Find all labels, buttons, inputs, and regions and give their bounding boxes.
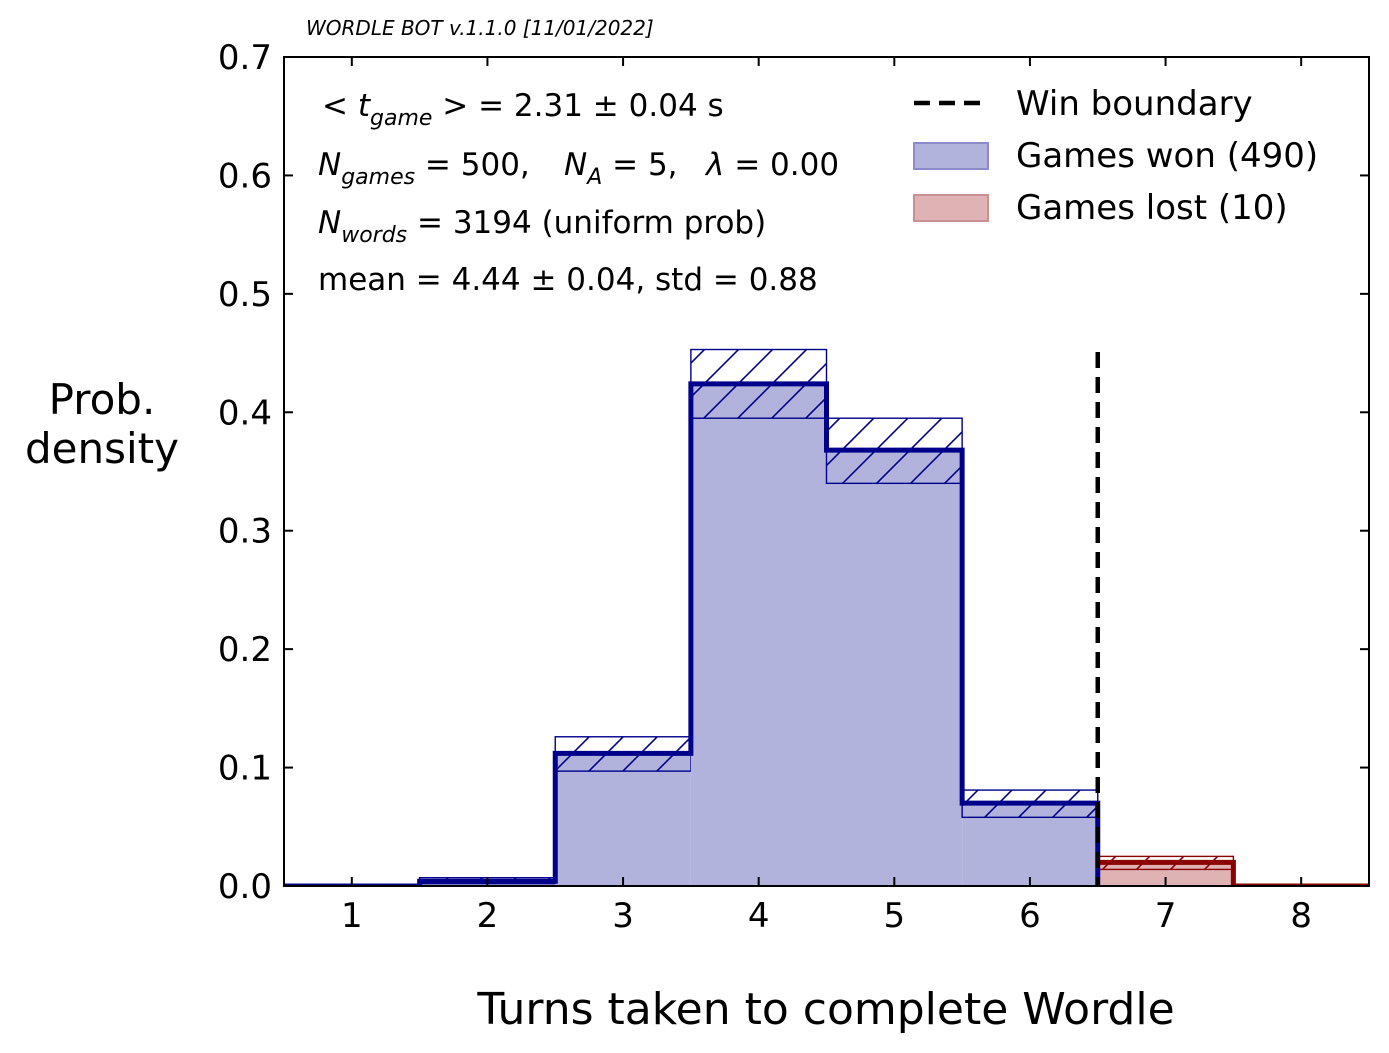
step-line-won — [284, 381, 1101, 886]
annotation-game-time-var: t — [358, 88, 372, 124]
annotation-ngames-sub: games — [341, 165, 415, 190]
y-axis-label-line-1: Prob. — [49, 375, 156, 424]
bar-won-3 — [555, 753, 691, 886]
x-tick-label-6: 6 — [1019, 896, 1041, 936]
annotation-game-time-rest: > = 2.31 ± 0.04 s — [432, 88, 723, 124]
y-axis: 0.0 0.1 0.2 0.3 0.4 0.5 0.6 0.7 — [218, 38, 1369, 907]
y-tick-label-0.4: 0.4 — [218, 393, 272, 433]
x-tick-label-4: 4 — [748, 896, 770, 936]
annotation-nwords-rest: = 3194 (uniform prob) — [407, 205, 766, 241]
legend-games-won-swatch — [913, 142, 989, 170]
annotation-mean-std: mean = 4.44 ± 0.04, std = 0.88 — [318, 262, 818, 298]
annotation-word-count: Nwords = 3194 (uniform prob) — [318, 205, 766, 248]
annotation-na-var: N — [564, 147, 587, 183]
plot-frame — [283, 56, 1370, 887]
y-tick-label-0.2: 0.2 — [218, 630, 272, 670]
annotation-run-params: Ngames = 500, NA = 5, λ = 0.00 — [318, 147, 839, 190]
legend-win-boundary-label: Win boundary — [1016, 84, 1253, 124]
legend-games-lost-swatch — [913, 194, 989, 222]
step-lines-layer — [284, 381, 1369, 886]
stats-annotations: < tgame > = 2.31 ± 0.04 s Ngames = 500, N… — [318, 88, 839, 298]
x-tick-label-7: 7 — [1155, 896, 1177, 936]
y-tick-label-0.6: 0.6 — [218, 156, 272, 196]
y-tick-label-0.7: 0.7 — [218, 38, 272, 78]
y-axis-label-line-2: density — [25, 424, 179, 473]
annotation-nwords-sub: words — [341, 223, 407, 248]
legend-games-lost-label: Games lost (10) — [1016, 188, 1288, 228]
version-header: WORDLE BOT v.1.1.0 [11/01/2022] — [306, 16, 654, 40]
x-tick-label-8: 8 — [1290, 896, 1312, 936]
annotation-ngames-var: N — [318, 147, 341, 183]
bar-won-4 — [690, 383, 827, 886]
annotation-game-time-prefix: < — [322, 88, 358, 124]
x-axis-label: Turns taken to complete Wordle — [476, 984, 1174, 1035]
legend-games-won-label: Games won (490) — [1016, 136, 1318, 176]
y-tick-label-0.5: 0.5 — [218, 275, 272, 315]
legend: Win boundary Games won (490) Games lost … — [913, 84, 1318, 228]
y-tick-label-0.1: 0.1 — [218, 749, 272, 789]
x-tick-label-2: 2 — [477, 896, 499, 936]
y-tick-label-0.3: 0.3 — [218, 512, 272, 552]
annotation-game-time: < tgame > = 2.31 ± 0.04 s — [322, 88, 724, 131]
annotation-na-val: = 5, — [602, 147, 677, 183]
x-tick-label-5: 5 — [883, 896, 905, 936]
annotation-lambda-var: λ — [704, 147, 724, 183]
x-tick-label-1: 1 — [341, 896, 363, 936]
y-tick-label-0.0: 0.0 — [218, 867, 272, 907]
step-line-lost — [1097, 859, 1369, 886]
annotation-na-sub: A — [585, 165, 602, 190]
x-axis: 1 2 3 4 5 6 7 8 — [341, 57, 1312, 936]
annotation-lambda-val: = 0.00 — [724, 147, 839, 183]
annotation-ngames-val: = 500, — [415, 147, 530, 183]
annotation-nwords-var: N — [318, 205, 341, 241]
bar-won-5 — [826, 450, 963, 886]
x-tick-label-3: 3 — [612, 896, 634, 936]
annotation-game-time-sub: game — [370, 106, 432, 131]
